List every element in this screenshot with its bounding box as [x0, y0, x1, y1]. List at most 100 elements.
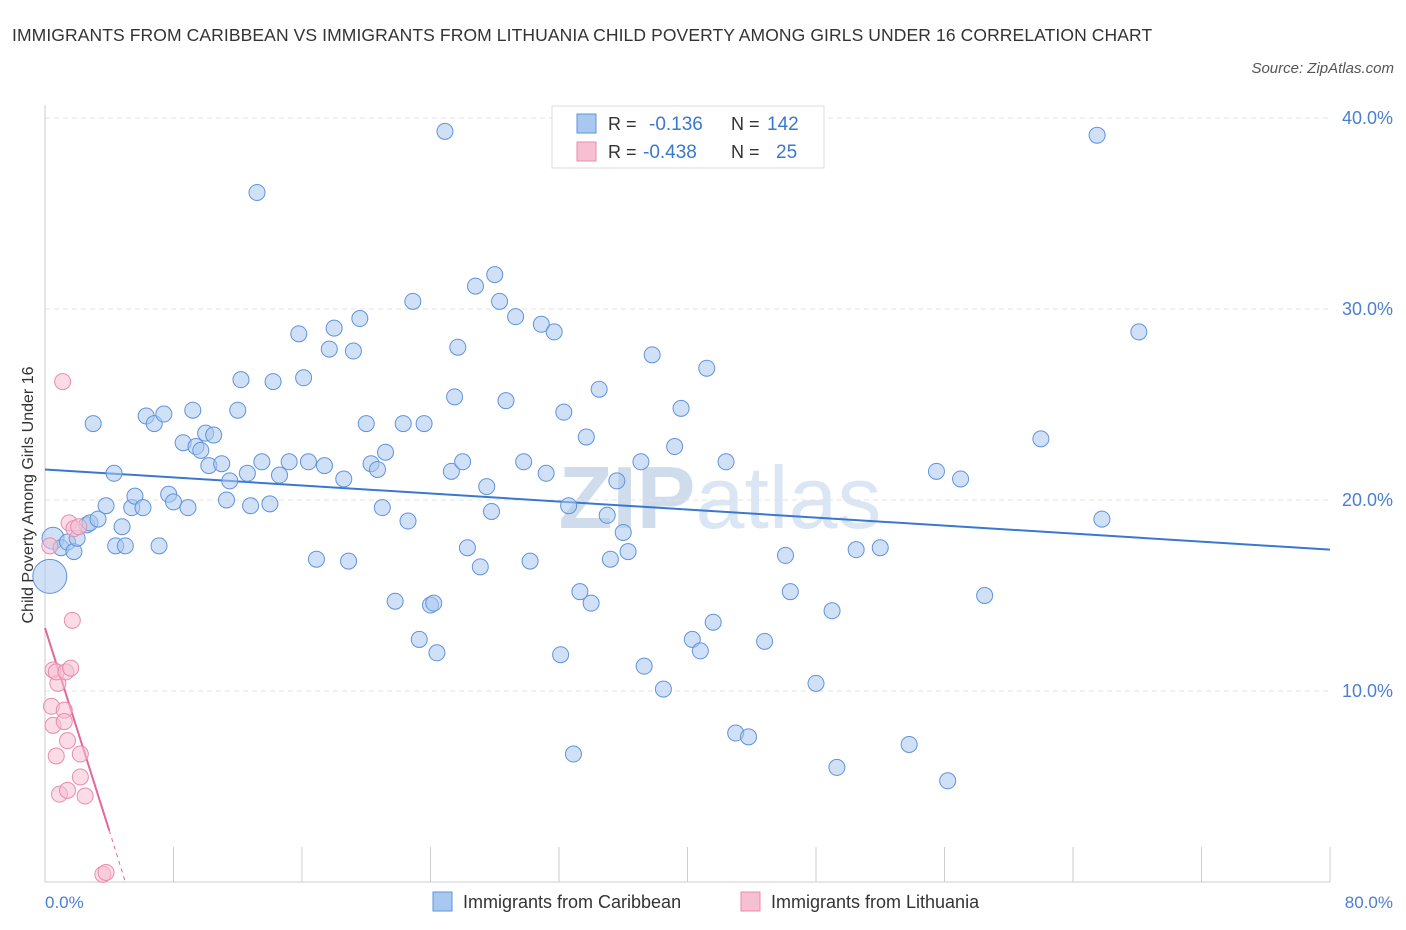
point-caribbean	[486, 266, 504, 284]
point-caribbean	[491, 292, 509, 310]
point-lithuania	[97, 863, 115, 881]
point-caribbean	[410, 630, 428, 648]
point-caribbean	[598, 506, 616, 524]
chart-title: IMMIGRANTS FROM CARIBBEAN VS IMMIGRANTS …	[12, 25, 1153, 45]
y-axis-label: Child Poverty Among Girls Under 16	[20, 366, 37, 623]
point-lithuania	[63, 611, 81, 629]
point-caribbean	[253, 453, 271, 471]
point-caribbean	[717, 453, 735, 471]
point-caribbean	[608, 472, 626, 490]
legend-r-label-lithuania: R =	[608, 142, 637, 162]
point-caribbean	[307, 550, 325, 568]
point-caribbean	[261, 495, 279, 513]
point-caribbean	[280, 453, 298, 471]
point-caribbean	[32, 558, 68, 594]
point-caribbean	[357, 415, 375, 433]
point-caribbean	[192, 441, 210, 459]
point-caribbean	[614, 523, 632, 541]
point-caribbean	[238, 464, 256, 482]
point-caribbean	[847, 541, 865, 559]
point-caribbean	[939, 772, 957, 790]
point-caribbean	[582, 594, 600, 612]
point-caribbean	[295, 369, 313, 387]
source-label: Source: ZipAtlas.com	[1251, 60, 1394, 77]
point-caribbean	[299, 453, 317, 471]
point-caribbean	[134, 499, 152, 517]
series-legend-swatch-caribbean	[432, 891, 453, 912]
point-caribbean	[601, 550, 619, 568]
point-caribbean	[1093, 510, 1111, 528]
point-lithuania	[47, 747, 65, 765]
point-caribbean	[404, 292, 422, 310]
point-caribbean	[221, 472, 239, 490]
series-legend-label-lithuania: Immigrants from Lithuania	[771, 892, 980, 912]
point-caribbean	[577, 428, 595, 446]
point-caribbean	[179, 499, 197, 517]
point-caribbean	[84, 415, 102, 433]
point-lithuania	[55, 713, 73, 731]
point-caribbean	[900, 735, 918, 753]
series-legend: Immigrants from Caribbean Immigrants fro…	[432, 891, 980, 912]
point-caribbean	[691, 642, 709, 660]
point-caribbean	[394, 415, 412, 433]
point-caribbean	[218, 491, 236, 509]
point-caribbean	[315, 457, 333, 475]
point-caribbean	[643, 346, 661, 364]
point-caribbean	[264, 373, 282, 391]
point-caribbean	[1088, 126, 1106, 144]
legend-r-label-caribbean: R =	[608, 114, 637, 134]
point-caribbean	[507, 308, 525, 326]
point-caribbean	[807, 674, 825, 692]
x-tick-label-max: 80.0%	[1345, 893, 1393, 912]
point-caribbean	[555, 403, 573, 421]
point-caribbean	[325, 319, 343, 337]
point-caribbean	[213, 455, 231, 473]
point-caribbean	[351, 310, 369, 328]
series-legend-label-caribbean: Immigrants from Caribbean	[463, 892, 681, 912]
point-caribbean	[1130, 323, 1148, 341]
y-tick-label: 40.0%	[1342, 108, 1393, 128]
point-lithuania	[70, 518, 88, 536]
point-caribbean	[560, 497, 578, 515]
point-lithuania	[76, 787, 94, 805]
point-caribbean	[521, 552, 539, 570]
point-caribbean	[105, 464, 123, 482]
point-caribbean	[425, 594, 443, 612]
point-caribbean	[446, 388, 464, 406]
y-tick-label: 20.0%	[1342, 490, 1393, 510]
point-caribbean	[344, 342, 362, 360]
point-caribbean	[632, 453, 650, 471]
point-caribbean	[927, 462, 945, 480]
point-lithuania	[71, 745, 89, 763]
point-caribbean	[1032, 430, 1050, 448]
point-lithuania	[71, 768, 89, 786]
point-caribbean	[340, 552, 358, 570]
point-caribbean	[654, 680, 672, 698]
point-caribbean	[232, 371, 250, 389]
point-caribbean	[781, 583, 799, 601]
trend-line-caribbean	[44, 468, 1331, 551]
point-caribbean	[952, 470, 970, 488]
point-caribbean	[229, 401, 247, 419]
point-lithuania	[58, 732, 76, 750]
point-lithuania	[54, 373, 72, 391]
point-caribbean	[290, 325, 308, 343]
legend-swatch-caribbean	[576, 113, 597, 134]
point-caribbean	[428, 644, 446, 662]
stats-legend: R = -0.136 N = 142 R = -0.438 N = 25	[551, 105, 825, 169]
x-tick-label-min: 0.0%	[45, 893, 84, 912]
point-caribbean	[776, 546, 794, 564]
point-caribbean	[619, 543, 637, 561]
point-caribbean	[871, 539, 889, 557]
point-caribbean	[552, 646, 570, 664]
point-caribbean	[545, 323, 563, 341]
point-lithuania	[58, 781, 76, 799]
point-caribbean	[97, 497, 115, 515]
point-caribbean	[823, 602, 841, 620]
point-caribbean	[449, 338, 467, 356]
point-caribbean	[635, 657, 653, 675]
point-caribbean	[466, 277, 484, 295]
point-caribbean	[415, 415, 433, 433]
point-caribbean	[113, 518, 131, 536]
